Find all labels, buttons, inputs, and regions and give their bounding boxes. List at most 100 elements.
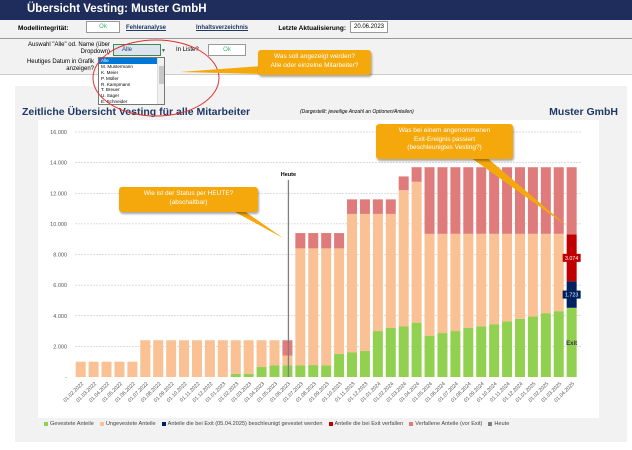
bar-segment xyxy=(476,326,487,377)
bar-segment xyxy=(334,354,345,377)
y-tick-label: 2.000 xyxy=(53,344,67,350)
bar-segment xyxy=(489,233,500,325)
integrity-label: Modellintegrität: xyxy=(18,25,69,32)
bar-segment xyxy=(282,355,293,366)
dropdown-option[interactable]: P. Müller xyxy=(101,75,119,81)
bar-segment xyxy=(243,340,254,374)
error-analysis-link[interactable]: Fehleranalyse xyxy=(126,25,167,31)
bar-segment xyxy=(359,350,370,377)
y-tick-label: 4.000 xyxy=(53,314,67,320)
bar-segment xyxy=(553,167,564,234)
bar-segment xyxy=(256,340,267,368)
bar-segment xyxy=(204,340,215,377)
bar-segment xyxy=(463,328,474,377)
bar-segment xyxy=(398,176,409,191)
exit-accelerated-label: 1.723 xyxy=(565,293,578,299)
bar-segment xyxy=(553,233,564,312)
legend-swatch xyxy=(409,422,414,426)
integrity-value: Ok xyxy=(86,21,120,33)
bar-segment xyxy=(385,199,396,214)
selection-label: Auswahl "Alle" od. Name (über Dropdown) xyxy=(28,42,110,55)
bar-segment xyxy=(476,167,487,234)
bar-segment xyxy=(230,373,241,377)
bar-segment xyxy=(372,331,383,377)
bar-segment xyxy=(489,167,500,234)
toc-link[interactable]: Inhaltsverzeichnis xyxy=(196,25,249,31)
dropdown-list[interactable]: Alle M. Mustermann K. Meier P. Müller R.… xyxy=(98,57,165,105)
bar-segment xyxy=(282,340,293,356)
bar-segment xyxy=(502,167,513,234)
bar-segment xyxy=(502,321,513,377)
bar-segment xyxy=(101,361,112,377)
legend-item: Gevestete Anteile xyxy=(44,421,94,427)
bar-segment xyxy=(424,335,435,377)
divider xyxy=(0,38,632,39)
bar-segment xyxy=(566,307,577,377)
bar-segment xyxy=(527,316,538,377)
bar-segment xyxy=(450,233,461,332)
bar-segment xyxy=(553,311,564,377)
bar-segment xyxy=(476,233,487,327)
bar-segment xyxy=(437,333,448,377)
bar-segment xyxy=(334,233,345,249)
in-list-value: Ok xyxy=(208,44,246,56)
bar-segment xyxy=(540,167,551,234)
bar-segment xyxy=(282,365,293,377)
bar-segment xyxy=(127,361,138,377)
last-update-value: 20.06.2023 xyxy=(350,21,388,33)
bar-segment xyxy=(191,340,202,377)
y-tick-label: - xyxy=(65,375,67,381)
page-title: Übersicht Vesting: Muster GmbH xyxy=(0,0,632,20)
bar-segment xyxy=(527,233,538,317)
bar-segment xyxy=(437,233,448,334)
bar-segment xyxy=(424,233,435,336)
chevron-down-icon[interactable]: ▼ xyxy=(161,48,166,54)
callout-exit: Was bei einem angenommenen Exit-Ereignis… xyxy=(376,124,513,159)
bar-segment xyxy=(514,318,525,377)
dropdown-option[interactable]: U. Sager xyxy=(101,93,120,99)
bar-segment xyxy=(321,233,332,249)
bar-segment xyxy=(230,340,241,374)
bar-segment xyxy=(372,199,383,214)
y-tick-label: 10.000 xyxy=(50,222,67,228)
callout-tail xyxy=(460,150,567,226)
exit-label: Exit xyxy=(566,341,577,347)
callout-selection: Was soll angezeigt werden? Alle oder ein… xyxy=(258,50,371,75)
dropdown-option[interactable]: T. Breuer xyxy=(101,87,120,93)
bar-segment xyxy=(347,213,358,353)
bar-segment xyxy=(140,340,151,377)
bar-segment xyxy=(450,331,461,377)
dropdown-option[interactable]: Alle xyxy=(99,58,164,64)
legend-swatch xyxy=(488,422,493,426)
dropdown-option[interactable]: M. Mustermann xyxy=(101,63,133,69)
scrollbar[interactable] xyxy=(157,58,164,104)
legend-label: Gevestete Anteile xyxy=(50,421,94,427)
bar-segment xyxy=(347,199,358,214)
y-tick-label: 14.000 xyxy=(50,161,67,167)
legend-label: Heute xyxy=(494,421,510,427)
legend-item: Anteile die bei Exit (05.04.2025) beschl… xyxy=(161,421,323,427)
bar-segment xyxy=(359,199,370,214)
bar-segment xyxy=(437,167,448,234)
bar-segment xyxy=(514,233,525,319)
dropdown-option[interactable]: R. Kampmann xyxy=(101,81,131,87)
bar-segment xyxy=(308,233,319,249)
y-tick-label: 8.000 xyxy=(53,253,67,259)
bar-segment xyxy=(75,361,86,377)
bar-segment xyxy=(217,340,228,377)
bar-segment xyxy=(463,233,474,328)
bar-segment xyxy=(153,340,164,377)
bar-segment xyxy=(489,324,500,377)
bar-segment xyxy=(321,365,332,377)
bar-segment xyxy=(372,213,383,332)
callout-tail xyxy=(222,205,283,238)
bar-segment xyxy=(540,313,551,377)
employee-dropdown[interactable]: Alle xyxy=(113,44,161,56)
bar-segment xyxy=(334,248,345,355)
dropdown-option[interactable]: K. Meier xyxy=(101,69,119,75)
dropdown-option[interactable]: E. Schneider xyxy=(101,99,128,105)
bar-segment xyxy=(243,373,254,377)
scrollbar-thumb[interactable] xyxy=(159,66,164,84)
bar-segment xyxy=(179,340,190,377)
